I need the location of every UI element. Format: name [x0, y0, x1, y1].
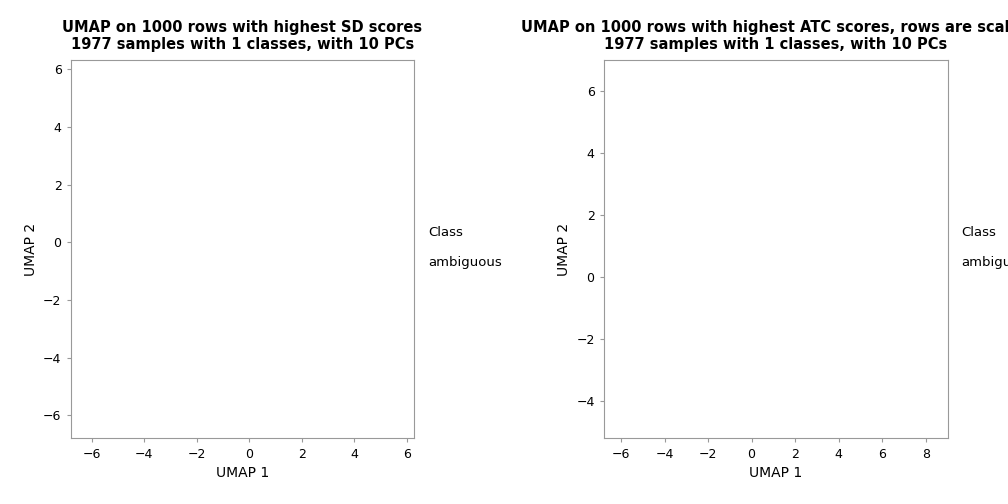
Text: ambiguous: ambiguous [428, 256, 502, 269]
Text: Class: Class [428, 226, 463, 239]
Y-axis label: UMAP 2: UMAP 2 [23, 223, 37, 276]
Y-axis label: UMAP 2: UMAP 2 [556, 223, 571, 276]
Title: UMAP on 1000 rows with highest ATC scores, rows are scaled
1977 samples with 1 c: UMAP on 1000 rows with highest ATC score… [521, 20, 1008, 52]
X-axis label: UMAP 1: UMAP 1 [749, 466, 802, 480]
X-axis label: UMAP 1: UMAP 1 [216, 466, 269, 480]
Text: ambiguous: ambiguous [962, 256, 1008, 269]
Text: Class: Class [962, 226, 996, 239]
Title: UMAP on 1000 rows with highest SD scores
1977 samples with 1 classes, with 10 PC: UMAP on 1000 rows with highest SD scores… [62, 20, 422, 52]
